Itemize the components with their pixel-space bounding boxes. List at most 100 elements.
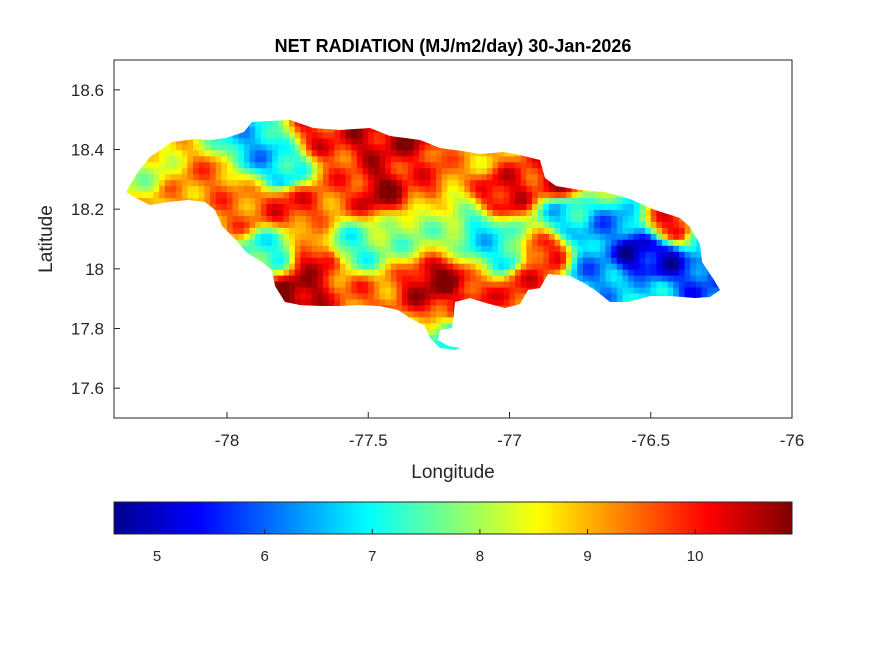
heat-cell: [430, 280, 437, 288]
heat-cell: [436, 179, 443, 187]
heat-cell: [509, 167, 516, 175]
heat-cell: [577, 274, 584, 282]
heat-cell: [645, 209, 652, 216]
heat-cell: [419, 203, 426, 210]
heat-cell: [424, 292, 432, 300]
heat-cell: [424, 280, 432, 288]
colorbar-tick-label: 6: [260, 548, 268, 565]
heat-cell: [340, 209, 347, 216]
heat-cell: [402, 274, 409, 282]
heat-cell: [390, 274, 398, 282]
heat-cell: [232, 161, 240, 169]
heat-cell: [532, 280, 539, 288]
heat-cell: [373, 245, 381, 252]
heat-cell: [582, 233, 590, 240]
heat-cell: [605, 191, 612, 199]
heat-cell: [334, 149, 341, 157]
heat-cell: [447, 245, 454, 252]
heat-cell: [362, 125, 370, 133]
heat-cell: [605, 250, 612, 258]
heat-cell: [221, 215, 228, 222]
heat-cell: [373, 131, 381, 139]
heat-cell: [430, 155, 437, 163]
heat-cell: [419, 149, 426, 157]
heat-cell: [328, 298, 336, 306]
heat-cell: [537, 239, 545, 246]
heat-cell: [249, 221, 257, 228]
heat-cell: [537, 179, 545, 187]
heat-cell: [718, 286, 720, 294]
heat-cell: [266, 125, 273, 133]
y-tick-label: 17.6: [71, 379, 104, 398]
heat-cell: [407, 268, 415, 276]
heat-cell: [396, 209, 403, 216]
heat-cell: [628, 221, 635, 228]
heat-cell: [283, 120, 290, 127]
heat-cell: [385, 161, 392, 169]
heat-cell: [334, 268, 341, 276]
heat-cell: [311, 185, 319, 193]
heat-cell: [221, 203, 228, 210]
heat-cell: [187, 167, 194, 175]
heat-cell: [447, 292, 454, 300]
heat-cell: [159, 185, 166, 193]
heat-cell: [419, 197, 426, 204]
heat-cell: [283, 161, 290, 169]
heat-cell: [582, 209, 590, 216]
heat-cell: [272, 173, 279, 181]
heat-cell: [532, 245, 539, 252]
heat-cell: [447, 203, 454, 210]
heat-cell: [667, 274, 675, 282]
heat-cell: [311, 143, 319, 151]
heat-cell: [503, 167, 511, 175]
heat-cell: [628, 280, 635, 288]
heat-cell: [436, 173, 443, 181]
heat-cell: [300, 203, 307, 210]
heat-cell: [424, 245, 432, 252]
heat-cell: [537, 191, 545, 199]
heat-cell: [300, 286, 307, 294]
heat-cell: [690, 286, 697, 294]
heat-cell: [323, 161, 330, 169]
heat-cell: [159, 155, 166, 163]
heat-cell: [503, 215, 511, 222]
heat-cell: [198, 149, 206, 157]
heat-cell: [390, 304, 398, 312]
heat-cell: [390, 221, 398, 228]
heat-cell: [419, 280, 426, 288]
heat-cell: [334, 250, 341, 258]
heat-cell: [317, 149, 324, 157]
heat-cell: [311, 221, 319, 228]
heat-cell: [469, 185, 477, 193]
heat-cell: [436, 286, 443, 294]
heat-cell: [238, 203, 245, 210]
heat-cell: [599, 250, 607, 258]
heat-cell: [622, 245, 629, 252]
heat-cell: [707, 286, 714, 294]
heat-cell: [549, 227, 556, 234]
heat-cell: [650, 209, 658, 216]
heat-cell: [379, 137, 386, 145]
heat-cell: [317, 173, 324, 181]
heat-cell: [345, 245, 353, 252]
heat-cell: [362, 262, 370, 270]
heat-cell: [532, 239, 539, 246]
heat-cell: [238, 137, 245, 145]
heat-cell: [515, 161, 522, 169]
heat-cell: [639, 215, 646, 222]
heat-cell: [628, 233, 635, 240]
heat-cell: [221, 179, 228, 187]
heat-cell: [340, 221, 347, 228]
heat-cell: [656, 215, 663, 222]
heat-cell: [498, 227, 505, 234]
heat-cell: [385, 268, 392, 276]
heat-cell: [334, 137, 341, 145]
colorbar-tick-label: 9: [583, 548, 591, 565]
heat-cell: [673, 280, 680, 288]
heat-cell: [351, 250, 358, 258]
heat-cell: [413, 203, 420, 210]
heat-cell: [266, 143, 273, 151]
heat-cell: [385, 250, 392, 258]
heat-cell: [159, 173, 166, 181]
